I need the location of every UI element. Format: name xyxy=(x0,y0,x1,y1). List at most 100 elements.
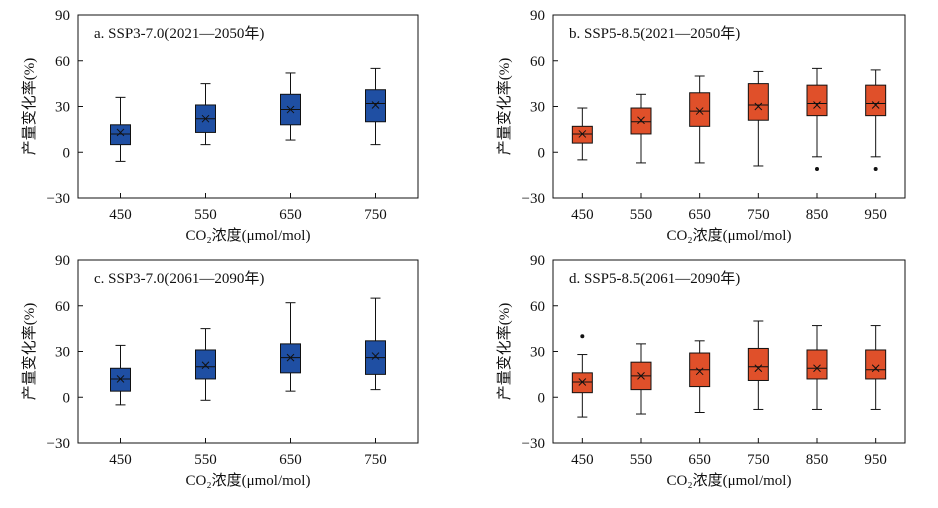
y-tick-label: −30 xyxy=(47,191,70,207)
y-tick-label: 90 xyxy=(55,8,70,24)
box-550 xyxy=(195,83,216,146)
x-tick-label: 550 xyxy=(630,452,653,468)
x-tick-label: 850 xyxy=(806,207,829,223)
box-550 xyxy=(630,343,652,415)
box-iqr xyxy=(571,125,593,144)
y-axis-label: 产量变化率(%) xyxy=(496,303,513,401)
mean-marker xyxy=(116,128,125,137)
y-tick-label: 30 xyxy=(530,100,545,116)
y-tick-label: −30 xyxy=(522,436,545,452)
mean-marker xyxy=(286,105,295,114)
y-tick-label: 0 xyxy=(538,145,546,161)
mean-marker xyxy=(754,364,763,373)
mean-marker xyxy=(371,352,380,360)
x-tick-label: 750 xyxy=(747,452,770,468)
y-axis-label: 产量变化率(%) xyxy=(21,303,38,401)
x-axis-label: CO₂浓度(μmol/mol) xyxy=(667,227,792,244)
y-tick-label: −30 xyxy=(47,436,70,452)
mean-marker xyxy=(371,101,380,109)
y-axis-label: 产量变化率(%) xyxy=(496,58,513,156)
box-450 xyxy=(110,96,131,162)
mean-marker xyxy=(695,107,704,115)
box-iqr xyxy=(806,84,828,117)
box-iqr xyxy=(865,84,887,117)
box-iqr xyxy=(110,124,131,146)
x-tick-label: 450 xyxy=(109,207,132,223)
box-650 xyxy=(689,340,711,413)
x-tick-label: 550 xyxy=(194,452,217,468)
y-tick-label: 60 xyxy=(55,299,70,315)
box-650 xyxy=(280,72,301,141)
mean-marker xyxy=(813,101,821,109)
y-tick-label: 60 xyxy=(530,299,545,315)
box-iqr xyxy=(689,92,711,127)
x-axis-label: CO₂浓度(μmol/mol) xyxy=(186,227,311,244)
mean-marker xyxy=(578,130,587,138)
x-tick-label: 650 xyxy=(279,452,302,468)
box-950 xyxy=(865,69,887,172)
box-550 xyxy=(630,93,652,164)
x-axis-label: CO₂浓度(μmol/mol) xyxy=(667,472,792,489)
x-tick-label: 650 xyxy=(688,207,711,223)
mean-marker xyxy=(695,367,704,376)
x-tick-label: 950 xyxy=(864,207,887,223)
mean-marker xyxy=(637,372,645,380)
box-850 xyxy=(806,67,828,172)
box-950 xyxy=(865,325,887,410)
x-tick-label: 550 xyxy=(630,207,653,223)
x-tick-label: 850 xyxy=(806,452,829,468)
box-iqr xyxy=(365,89,386,123)
y-tick-label: 30 xyxy=(55,345,70,361)
box-750 xyxy=(365,297,386,391)
y-tick-label: 0 xyxy=(63,145,71,161)
x-axis-label: CO₂浓度(μmol/mol) xyxy=(186,472,311,489)
x-tick-label: 750 xyxy=(747,207,770,223)
box-750 xyxy=(365,67,386,146)
y-tick-label: 0 xyxy=(538,390,546,406)
y-tick-label: 90 xyxy=(55,253,70,269)
panel-title: b. SSP5-8.5(2021—2050年) xyxy=(569,25,740,42)
mean-marker xyxy=(871,101,880,109)
box-iqr xyxy=(630,107,652,135)
y-tick-label: 60 xyxy=(55,54,70,70)
panel-title: a. SSP3-7.0(2021—2050年) xyxy=(94,25,264,42)
outlier-point xyxy=(815,167,819,172)
box-850 xyxy=(806,325,828,410)
mean-marker xyxy=(813,364,821,373)
mean-marker xyxy=(578,378,587,386)
x-tick-label: 750 xyxy=(364,207,387,223)
panel-c: 90 60 30 0 −30 450 550 650 750 c. SSP3-7.0(2061—2… xyxy=(21,253,419,489)
y-tick-label: 0 xyxy=(63,390,71,406)
x-tick-label: 650 xyxy=(279,207,302,223)
box-iqr xyxy=(865,349,887,380)
x-tick-label: 450 xyxy=(571,207,594,223)
plot-frame xyxy=(552,14,906,199)
box-550 xyxy=(195,328,216,401)
plot-frame xyxy=(552,259,906,444)
box-iqr xyxy=(747,83,769,121)
box-iqr xyxy=(806,349,828,380)
panel-title: d. SSP5-8.5(2061—2090年) xyxy=(569,270,740,287)
y-axis-label: 产量变化率(%) xyxy=(21,58,38,156)
box-650 xyxy=(280,302,301,392)
mean-marker xyxy=(201,361,210,370)
mean-marker xyxy=(116,375,125,383)
box-iqr xyxy=(571,372,593,394)
mean-marker xyxy=(286,353,295,362)
y-tick-label: −30 xyxy=(522,191,545,207)
panel-title: c. SSP3-7.0(2061—2090年) xyxy=(94,270,264,287)
y-tick-label: 30 xyxy=(55,100,70,116)
box-iqr xyxy=(195,349,216,380)
y-tick-label: 60 xyxy=(530,54,545,70)
panel-a: 90 60 30 0 −30 450 550 650 750 a. SSP3-7.0(2021—2… xyxy=(21,8,419,244)
x-tick-label: 450 xyxy=(571,452,594,468)
box-450 xyxy=(110,344,131,406)
box-750 xyxy=(747,70,769,167)
outlier-point xyxy=(873,167,878,172)
box-iqr xyxy=(280,343,301,374)
y-tick-label: 90 xyxy=(530,8,545,24)
mean-marker xyxy=(637,116,645,125)
y-tick-label: 30 xyxy=(530,345,545,361)
